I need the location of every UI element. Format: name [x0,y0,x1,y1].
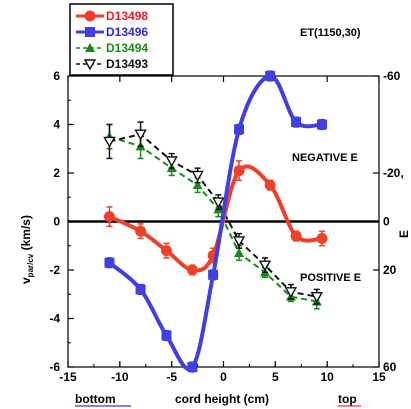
data-point [134,129,147,141]
x-tick-label: -15 [59,370,77,384]
series-D13498 [103,160,328,276]
y-tick-label: 2 [53,166,60,180]
data-point [135,284,146,295]
right-tick-label: 0 [383,215,390,229]
data-point [265,71,276,81]
y-tick-label: -6 [49,360,60,374]
data-point [233,165,245,177]
right-axis-label-group: E [397,230,411,238]
data-point [208,269,219,280]
right-tick-label: -20, [383,166,404,180]
right-tick-label: 20 [383,263,397,277]
data-point [187,362,198,372]
legend-swatch-marker [84,10,96,22]
chart-title: ET(1150,30) [300,27,361,39]
annotation-positive: POSITIVE E [300,272,361,284]
data-point [192,180,203,190]
y-tick-label: 4 [53,118,60,132]
y-tick-label: 0 [53,215,60,229]
x-tick-label: 15 [372,370,386,384]
data-point [291,117,302,128]
data-point [310,291,323,304]
legend-label: D13493 [106,57,148,71]
data-point [316,119,327,130]
data-point [212,197,225,209]
x-tick-label: 0 [220,370,227,384]
right-tick-label: -60 [383,69,401,83]
bottom-label: bottom [75,392,116,406]
x-tick-label: -10 [111,370,129,384]
y-axis-label-group: vpar/cv (km/s) [19,215,35,284]
legend-swatch-marker [85,27,95,37]
data-point [290,230,302,242]
data-point [264,179,276,191]
legend-label: D13494 [106,41,148,55]
x-tick-label: 10 [320,370,334,384]
series-line [108,74,323,372]
series-layer [103,70,328,373]
data-point [232,236,246,248]
data-point [165,156,178,168]
top-label: top [338,392,357,406]
data-point [234,248,245,258]
data-point [258,260,272,272]
y-tick-label: -2 [49,263,60,277]
data-point [234,124,245,135]
data-point [160,245,172,257]
legend-label: D13498 [106,9,148,23]
data-point [104,257,115,268]
series-D13496 [104,70,327,373]
right-tick-label: 60 [383,360,397,374]
legend: D13498 D13496 D13494 D13493 [69,3,174,76]
x-axis-label: cord height (cm) [175,392,269,406]
data-point [103,211,115,223]
series-D13493 [103,121,323,305]
legend-swatch-marker [85,43,95,52]
right-axis-label: E [397,230,411,238]
y-tick-label: -4 [49,312,60,326]
data-point [135,225,147,237]
data-point [191,170,204,182]
series-line [109,133,317,298]
y-tick-label: 6 [53,69,60,83]
legend-label: D13496 [106,25,148,39]
x-tick-label: 5 [272,370,279,384]
data-point [103,136,116,148]
data-point [186,264,198,276]
ticks-layer: -15 -10 -5 0 5 10 15 -6 -4 -2 0 2 4 6 -60 -20, 0 20 60 [49,69,403,384]
data-point [316,232,328,244]
legend-swatch-marker [83,59,97,71]
data-point [284,287,298,299]
data-point [161,330,172,341]
y-axis-label: vpar/cv (km/s) [19,215,35,284]
annotation-negative: NEGATIVE E [292,152,358,164]
x-tick-label: -5 [166,370,177,384]
